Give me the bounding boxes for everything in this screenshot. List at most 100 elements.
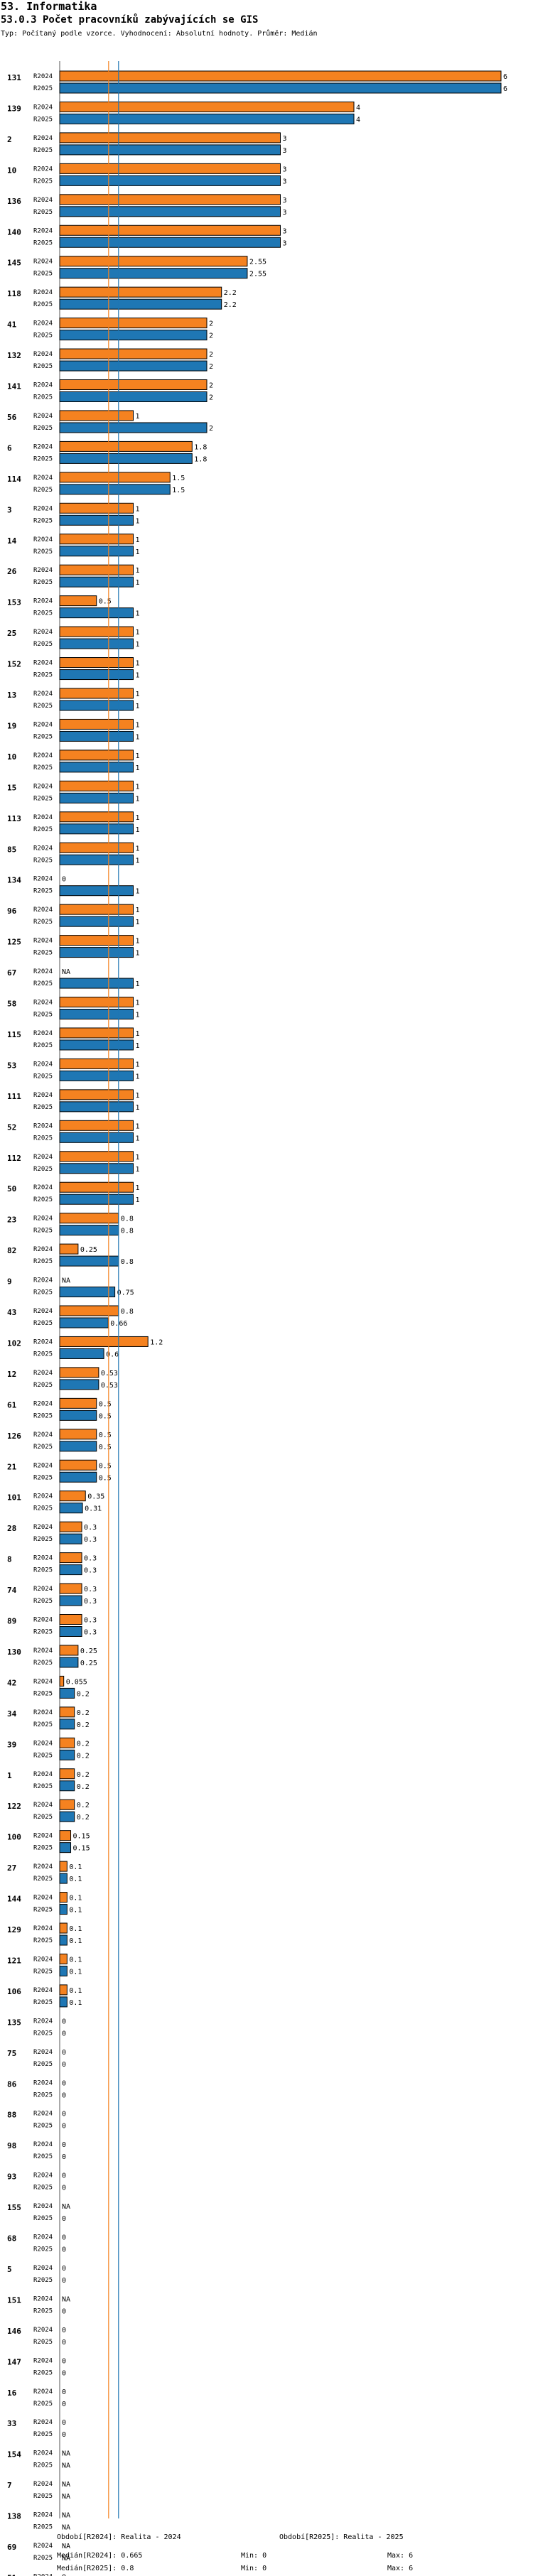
- data-label: 3: [283, 209, 287, 217]
- bar-r2025: [59, 330, 208, 341]
- bar-r2024: [59, 194, 281, 205]
- data-label: 0.2: [77, 1771, 90, 1779]
- category-label: 74: [7, 1586, 17, 1595]
- data-label: 0.3: [84, 1555, 97, 1563]
- data-label: 1: [136, 1154, 140, 1162]
- category-label: 68: [7, 2234, 16, 2244]
- data-label: 0.25: [80, 1246, 97, 1254]
- series-label-r2024: R2024: [33, 1462, 53, 1469]
- data-label: 1: [136, 413, 140, 421]
- series-label-r2024: R2024: [33, 598, 53, 605]
- category-label: 125: [7, 938, 21, 947]
- series-label-r2025: R2025: [33, 703, 53, 710]
- bar-r2024: [59, 410, 134, 421]
- category-label: 141: [7, 382, 21, 391]
- category-label: 15: [7, 783, 16, 792]
- category-label: 114: [7, 475, 21, 484]
- series-label-r2025: R2025: [33, 1752, 53, 1759]
- data-label: 1.5: [172, 475, 185, 482]
- bar-r2025: [59, 1009, 134, 1019]
- series-label-r2025: R2025: [33, 1629, 53, 1636]
- bar-r2024: [59, 780, 134, 791]
- category-label: 33: [7, 2419, 16, 2428]
- series-label-r2024: R2024: [33, 1956, 53, 1963]
- category-label: 26: [7, 567, 17, 576]
- data-label: 2: [209, 382, 213, 390]
- data-label: 1: [136, 629, 140, 637]
- category-label: 146: [7, 2327, 21, 2336]
- bar-r2024: [59, 1213, 119, 1224]
- category-label: 126: [7, 1432, 21, 1441]
- category-label: 86: [7, 2079, 17, 2089]
- data-label: 1: [136, 814, 140, 822]
- series-label-r2025: R2025: [33, 2369, 53, 2376]
- bar-r2024: [59, 1922, 68, 1934]
- bar-r2025: [59, 1564, 82, 1576]
- data-label: 0.8: [121, 1258, 134, 1266]
- legend-r2025: Období[R2025]: Realita - 2025: [279, 2533, 404, 2541]
- bar-r2024: [59, 1305, 119, 1316]
- bar-r2025: [59, 762, 134, 773]
- category-label: 53: [7, 1061, 16, 1070]
- bar-r2024: [59, 749, 134, 761]
- bar-r2024: [59, 440, 193, 452]
- bar-r2024: [59, 256, 248, 267]
- category-label: 145: [7, 259, 21, 268]
- data-label: 0: [62, 2141, 66, 2149]
- series-label-r2024: R2024: [33, 475, 53, 482]
- data-label: 1: [136, 783, 140, 791]
- chart-title: 53.0.3 Počet pracovníků zabývajících se …: [1, 14, 259, 26]
- data-label: 0.3: [84, 1629, 97, 1637]
- category-label: 1: [7, 1771, 12, 1780]
- data-label: 1.5: [172, 487, 185, 494]
- category-label: 138: [7, 2512, 21, 2521]
- series-label-r2025: R2025: [33, 2153, 53, 2160]
- category-label: 14: [7, 536, 17, 546]
- bar-r2025: [59, 1626, 82, 1637]
- bar-r2025: [59, 1687, 75, 1699]
- bar-r2025: [59, 1904, 68, 1915]
- series-label-r2024: R2024: [33, 1338, 53, 1346]
- data-label: 1: [136, 691, 140, 698]
- category-label: 112: [7, 1154, 21, 1163]
- series-label-r2025: R2025: [33, 1845, 53, 1852]
- bar-r2025: [59, 453, 193, 464]
- bar-r2024: [59, 1521, 82, 1532]
- series-label-r2024: R2024: [33, 227, 53, 234]
- category-label: 3: [7, 505, 12, 514]
- series-label-r2025: R2025: [33, 1721, 53, 1728]
- data-label: 0.1: [69, 1895, 82, 1903]
- category-label: 67: [7, 968, 16, 978]
- data-label: 0.1: [69, 1863, 82, 1871]
- category-label: 39: [7, 1740, 16, 1749]
- series-label-r2025: R2025: [33, 1999, 53, 2006]
- series-label-r2024: R2024: [33, 1061, 53, 1068]
- series-label-r2025: R2025: [33, 950, 53, 957]
- data-label: 0: [62, 2419, 66, 2427]
- series-label-r2025: R2025: [33, 394, 53, 401]
- series-label-r2025: R2025: [33, 1783, 53, 1790]
- category-label: 85: [7, 845, 16, 854]
- series-label-r2025: R2025: [33, 641, 53, 648]
- series-label-r2024: R2024: [33, 660, 53, 667]
- series-label-r2025: R2025: [33, 2030, 53, 2037]
- bar-r2024: [59, 718, 134, 730]
- series-label-r2024: R2024: [33, 382, 53, 389]
- category-label: 82: [7, 1246, 16, 1255]
- data-label: 0: [62, 876, 66, 884]
- data-label: 2: [209, 363, 213, 371]
- data-label: 1: [136, 672, 140, 680]
- bar-r2025: [59, 298, 222, 310]
- data-label: 0.1: [69, 1999, 82, 2007]
- bar-r2025: [59, 391, 208, 402]
- data-label: 0: [62, 2401, 66, 2408]
- bar-r2024: [59, 318, 208, 329]
- series-label-r2025: R2025: [33, 1258, 53, 1265]
- data-label: 1: [136, 845, 140, 853]
- data-label: 1: [136, 1196, 140, 1204]
- data-label: 0.1: [69, 1968, 82, 1976]
- bar-r2024: [59, 163, 281, 174]
- series-label-r2024: R2024: [33, 2573, 53, 2576]
- series-label-r2024: R2024: [33, 1246, 53, 1253]
- category-label: 50: [7, 1184, 16, 1194]
